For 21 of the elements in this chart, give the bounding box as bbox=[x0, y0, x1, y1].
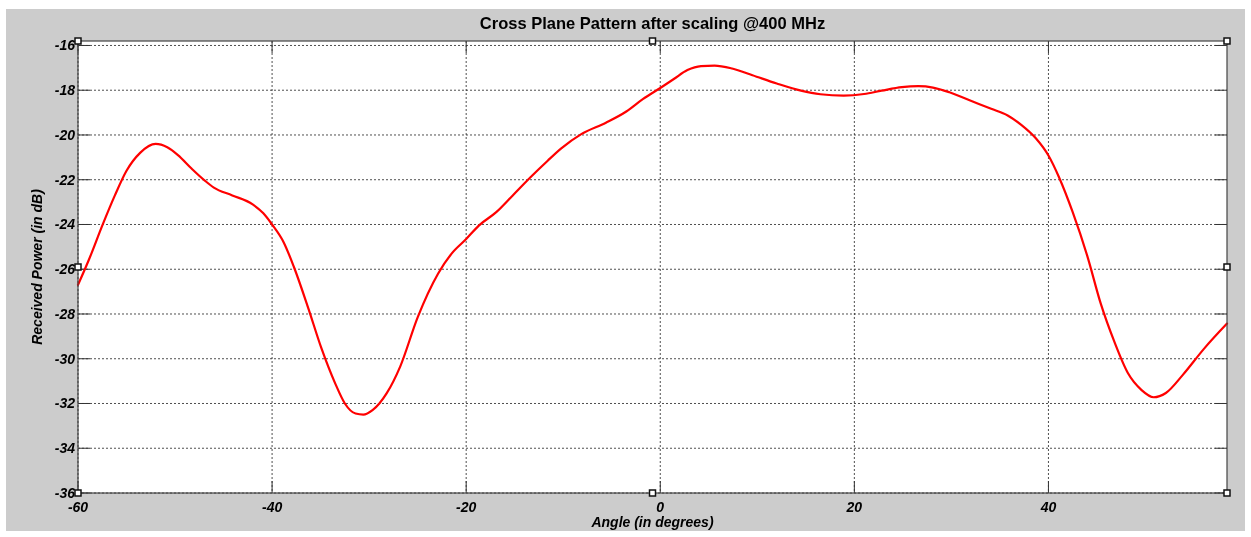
x-tick-label: 40 bbox=[1039, 499, 1057, 515]
y-tick-label: -36 bbox=[54, 485, 76, 501]
y-axis-title: Received Power (in dB) bbox=[29, 188, 45, 345]
x-tick-label: -40 bbox=[261, 499, 283, 515]
y-tick-label: -26 bbox=[54, 261, 76, 278]
chart-title: Cross Plane Pattern after scaling @400 MHz bbox=[479, 14, 826, 32]
x-axis-title: Angle (in degrees) bbox=[590, 514, 714, 530]
y-tick-label: -24 bbox=[54, 216, 76, 233]
y-tick-label: -20 bbox=[54, 126, 76, 143]
y-tick-label: -18 bbox=[54, 82, 76, 99]
x-tick-label: -60 bbox=[67, 499, 89, 515]
y-tick-label: -34 bbox=[54, 440, 76, 457]
y-tick-label: -30 bbox=[54, 350, 76, 367]
y-tick-label: -22 bbox=[54, 171, 76, 188]
y-tick-label: -32 bbox=[54, 395, 76, 412]
x-tick-label: -20 bbox=[456, 499, 477, 515]
y-tick-label: -28 bbox=[54, 305, 76, 322]
y-tick-label: -16 bbox=[54, 37, 76, 54]
x-tick-label: 20 bbox=[845, 499, 863, 515]
x-tick-label: 0 bbox=[656, 499, 665, 515]
line-series bbox=[76, 64, 1229, 416]
